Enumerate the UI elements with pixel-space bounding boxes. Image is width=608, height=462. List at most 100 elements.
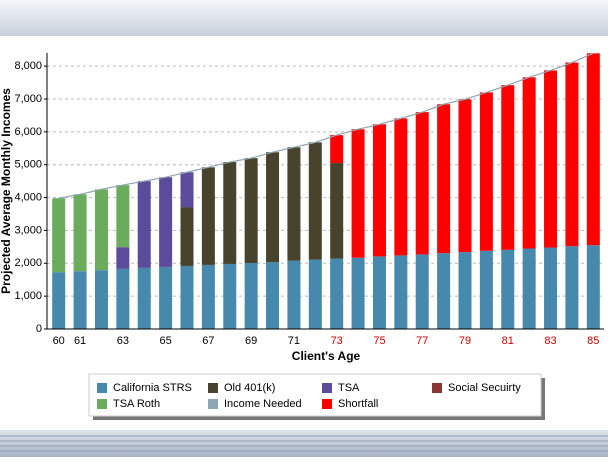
x-tick-label: 75 [373, 335, 385, 347]
x-tick-label: 85 [587, 335, 599, 347]
x-tick-label: 73 [331, 335, 343, 347]
bar-segment [415, 254, 429, 329]
bar-segment [458, 99, 472, 253]
bar-segment [372, 124, 386, 257]
bar-segment [479, 92, 493, 251]
header-band [0, 0, 608, 36]
legend-swatch [97, 383, 107, 393]
bar-segment [52, 198, 66, 273]
bar-segment [437, 104, 451, 254]
bar-segment [544, 70, 558, 248]
bar-segment [73, 194, 87, 272]
legend-swatch [208, 399, 218, 409]
bar-segment [180, 172, 194, 208]
x-axis-title: Client's Age [292, 349, 361, 363]
bar-segment [522, 77, 536, 249]
x-tick-label: 65 [159, 335, 171, 347]
bar-segment [159, 177, 173, 267]
footer-band [0, 430, 608, 457]
legend-label: California STRS [113, 382, 192, 394]
legend-label: Income Needed [224, 398, 302, 410]
footer-stripes [0, 435, 608, 452]
legend-label: TSA [338, 382, 360, 394]
legend-swatch [208, 383, 218, 393]
bar-segment [330, 258, 344, 329]
x-tick-label: 77 [416, 335, 428, 347]
bar-segment [180, 265, 194, 329]
y-tick-label: 8,000 [14, 60, 42, 72]
y-tick-label: 0 [36, 323, 42, 335]
y-axis-title: Projected Average Monthly Incomes [0, 88, 13, 294]
bar-segment [308, 142, 322, 260]
bar-segment [437, 253, 451, 329]
bar-segment [287, 260, 301, 329]
bar-segment [201, 264, 215, 329]
bar-segment [244, 262, 258, 329]
bar-segment [522, 248, 536, 329]
legend-swatch [322, 383, 332, 393]
bar-segment [116, 185, 130, 248]
y-tick-label: 2,000 [14, 257, 42, 269]
y-tick-label: 5,000 [14, 159, 42, 171]
bar-segment [565, 62, 579, 247]
bar-segment [94, 189, 108, 271]
bar-segment [137, 267, 151, 329]
bar-segment [394, 118, 408, 256]
y-tick-label: 1,000 [14, 290, 42, 302]
bar-segment [501, 85, 515, 250]
x-tick-label: 69 [245, 335, 257, 347]
bar-segment [116, 268, 130, 329]
legend-swatch [97, 399, 107, 409]
bar-segment [586, 53, 600, 246]
legend-label: Social Secuirty [448, 382, 521, 394]
y-tick-label: 3,000 [14, 224, 42, 236]
bar-segment [244, 158, 258, 263]
x-tick-label: 61 [74, 335, 86, 347]
y-tick-label: 6,000 [14, 126, 42, 138]
bar-segment [415, 112, 429, 255]
bar-segment [266, 261, 280, 329]
legend-label: Shortfall [338, 398, 378, 410]
bar-segment [458, 252, 472, 329]
bar-segment [223, 263, 237, 329]
bar-segment [501, 249, 515, 329]
bar-segment [330, 135, 344, 164]
bar-segment [586, 245, 600, 329]
bar-segment [137, 181, 151, 268]
bar-segment [287, 147, 301, 261]
income-needed-line [58, 52, 594, 199]
bar-segment [394, 255, 408, 329]
bar-segment [94, 270, 108, 329]
x-tick-label: 81 [502, 335, 514, 347]
legend-label: TSA Roth [113, 398, 160, 410]
bar-segment [266, 152, 280, 262]
bar-segment [116, 247, 130, 269]
bar-segment [351, 257, 365, 329]
bar-segment [479, 250, 493, 329]
bar-segment [159, 266, 173, 329]
bar-segment [544, 247, 558, 329]
x-tick-label: 63 [117, 335, 129, 347]
bar-segment [372, 256, 386, 329]
x-tick-label: 67 [202, 335, 214, 347]
bar-segment [223, 162, 237, 264]
bar-segment [73, 271, 87, 329]
legend-swatch [432, 383, 442, 393]
y-tick-label: 7,000 [14, 93, 42, 105]
legend-label: Old 401(k) [224, 382, 275, 394]
x-tick-label: 60 [53, 335, 65, 347]
x-tick-label: 71 [288, 335, 300, 347]
legend-swatch [322, 399, 332, 409]
bar-segment [180, 207, 194, 266]
bar-segment [330, 163, 344, 259]
bar-segment [52, 272, 66, 329]
x-tick-label: 79 [459, 335, 471, 347]
bar-segment [308, 259, 322, 329]
x-tick-label: 83 [544, 335, 556, 347]
legend-box [88, 373, 542, 417]
bar-segment [565, 246, 579, 329]
y-tick-label: 4,000 [14, 191, 42, 203]
bar-segment [351, 129, 365, 258]
bar-segment [201, 167, 215, 265]
